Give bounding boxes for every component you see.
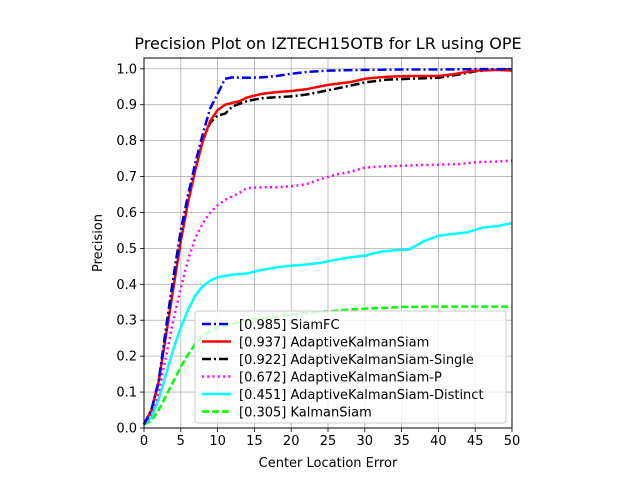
x-tick-label: 25 <box>320 434 337 449</box>
y-tick-label: 1.0 <box>116 62 137 77</box>
y-tick-label: 0.4 <box>116 278 137 293</box>
y-tick-label: 0.8 <box>116 134 137 149</box>
x-tick-label: 0 <box>140 434 148 449</box>
series-line-adaptivekalmansiam <box>142 68 513 425</box>
y-tick-label: 0.2 <box>116 350 137 365</box>
series-line-adaptivekalmansiam-distinct <box>143 221 513 426</box>
x-tick-label: 10 <box>209 434 226 449</box>
x-tick-label: 45 <box>467 434 484 449</box>
x-tick-label: 35 <box>393 434 410 449</box>
y-tick-label: 0.0 <box>116 422 137 437</box>
legend-label-adaptivekalmansiam-distinct: [0.451] AdaptiveKalmanSiam-Distinct <box>239 388 484 403</box>
legend-label-adaptivekalmansiam-p: [0.672] AdaptiveKalmanSiam-P <box>239 371 442 386</box>
y-tick-label: 0.7 <box>116 170 137 185</box>
y-axis-label: Precision <box>91 214 106 272</box>
x-tick-label: 15 <box>246 434 263 449</box>
y-tick-label: 0.5 <box>116 242 137 257</box>
y-tick-label: 0.3 <box>116 314 137 329</box>
x-tick-label: 5 <box>177 434 185 449</box>
x-tick-label: 20 <box>283 434 300 449</box>
legend: [0.985] SiamFC [0.937] AdaptiveKalmanSiam… <box>194 310 507 424</box>
y-tick-label: 0.6 <box>116 206 137 221</box>
y-tick-label: 0.1 <box>116 386 137 401</box>
x-tick-label: 40 <box>430 434 447 449</box>
x-tick-label: 50 <box>504 434 521 449</box>
y-axis: 0.0 0.1 0.2 0.3 0.4 0.5 0.6 0.7 0.8 0.9 1.0 <box>116 62 144 437</box>
legend-label-siamfc: [0.985] SiamFC <box>239 318 340 333</box>
legend-box <box>194 310 507 424</box>
chart-title: Precision Plot on IZTECH15OTB for LR usi… <box>134 34 521 53</box>
y-tick-label: 0.9 <box>116 98 137 113</box>
x-axis: 0 5 10 15 20 25 30 35 40 45 50 <box>140 428 520 449</box>
series-lines <box>142 67 513 426</box>
x-tick-label: 30 <box>357 434 374 449</box>
x-axis-label: Center Location Error <box>259 456 398 471</box>
legend-label-adaptivekalmansiam-single: [0.922] AdaptiveKalmanSiam-Single <box>239 353 474 368</box>
series-line-siamfc <box>142 67 512 425</box>
legend-label-adaptivekalmansiam: [0.937] AdaptiveKalmanSiam <box>239 336 429 351</box>
legend-label-kalmansiam: [0.305] KalmanSiam <box>239 406 372 421</box>
